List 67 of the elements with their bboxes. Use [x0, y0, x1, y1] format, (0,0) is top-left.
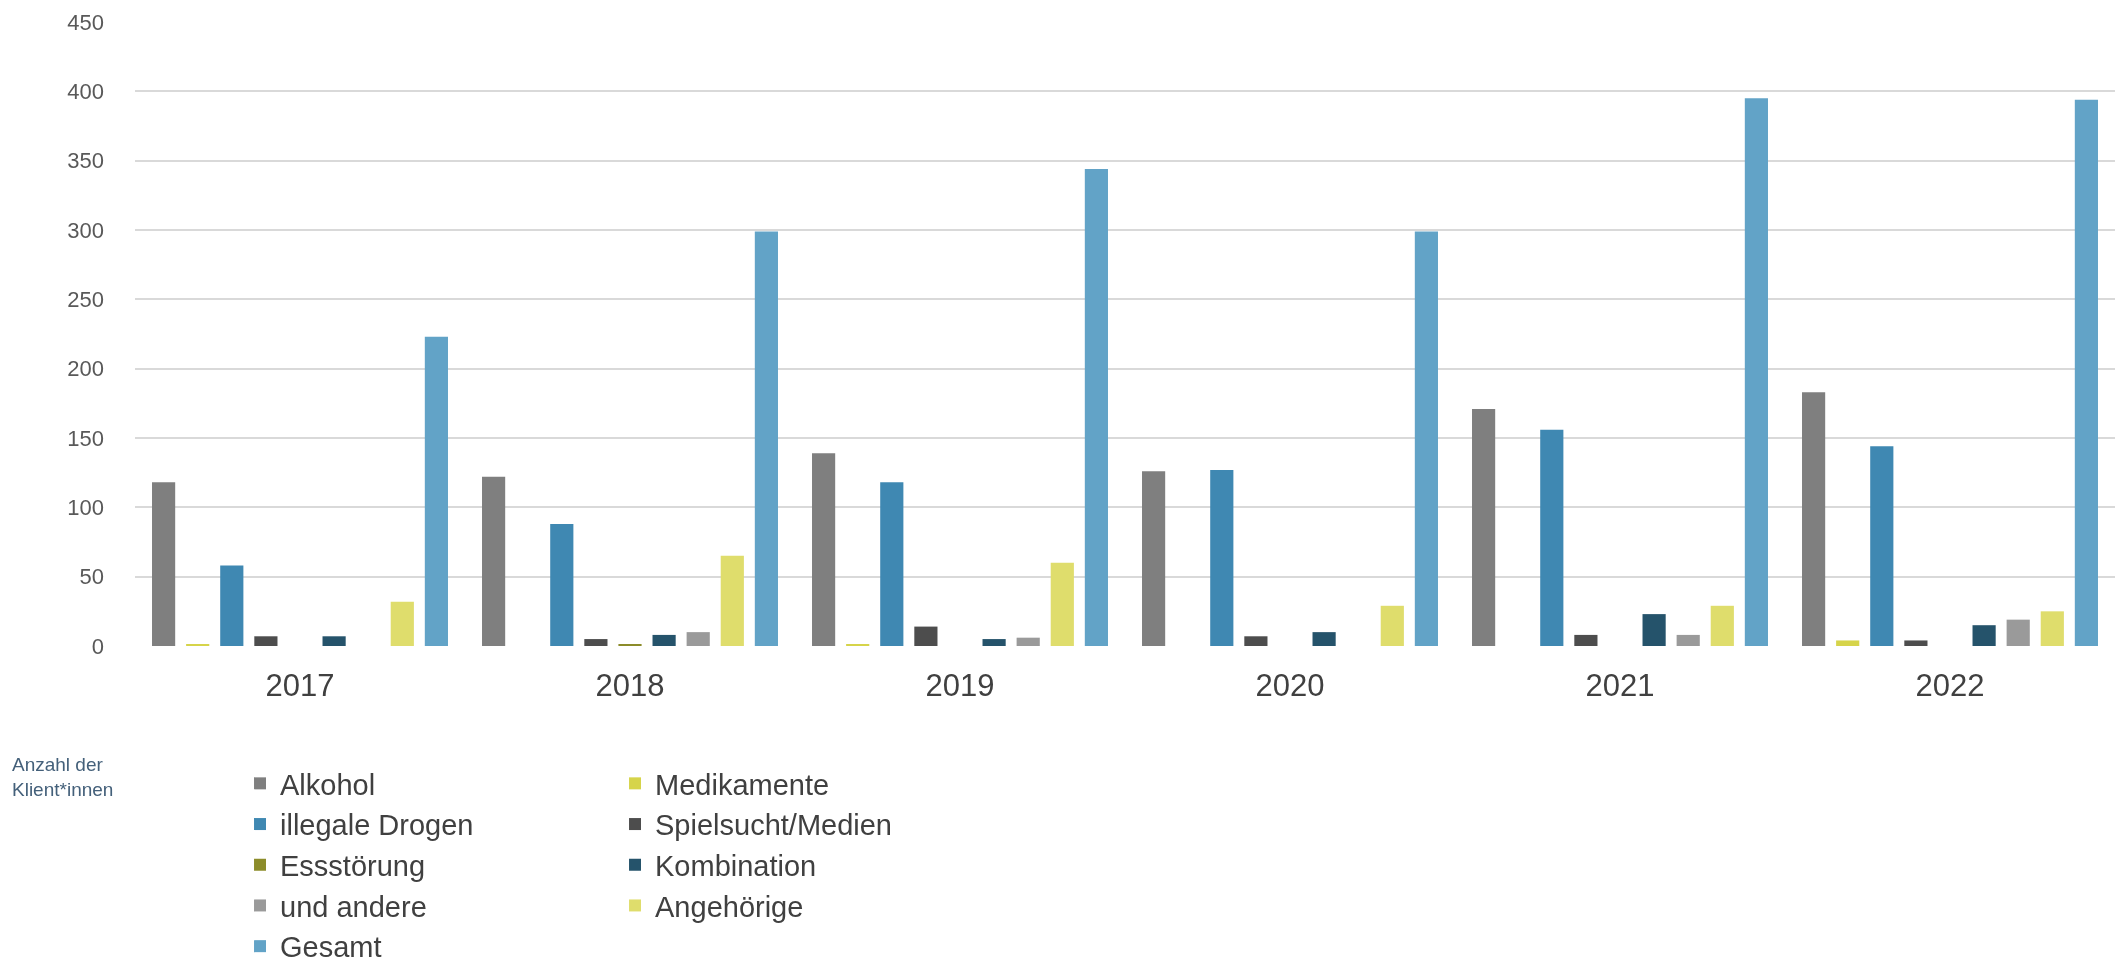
y-tick-label: 400 [67, 79, 104, 105]
legend-label: Gesamt [280, 931, 382, 964]
bar [1380, 605, 1404, 646]
y-tick-label: 200 [67, 356, 104, 382]
bar [686, 632, 710, 646]
bar [152, 482, 176, 646]
bar [1972, 625, 1996, 646]
y-tick-label: 350 [67, 148, 104, 174]
bar [1642, 614, 1666, 646]
legend-label: Kombination [655, 850, 817, 883]
y-tick-label: 250 [67, 287, 104, 313]
bar [550, 523, 574, 646]
bar [390, 601, 414, 646]
bar [1414, 231, 1438, 646]
y-tick-label: 150 [67, 425, 104, 451]
bar [1744, 98, 1768, 646]
legend-label: Angehörige [655, 890, 804, 923]
x-tick-label: 2020 [1255, 668, 1325, 703]
bar [2040, 611, 2064, 646]
bar [482, 476, 506, 646]
bar [1084, 168, 1108, 646]
legend-label: illegale Drogen [280, 809, 474, 842]
y-tick-label: 0 [91, 633, 104, 659]
bar [1870, 446, 1894, 646]
x-tick-label: 2022 [1915, 668, 1985, 703]
legend-label: und andere [280, 890, 427, 923]
bar [914, 626, 938, 646]
bar [1244, 636, 1268, 646]
legend-label: Alkohol [280, 768, 376, 801]
y-tick-label: 450 [67, 9, 104, 35]
bar [1472, 408, 1496, 646]
x-tick-label: 2019 [925, 668, 995, 703]
bar [1210, 469, 1234, 646]
bar [254, 636, 278, 646]
bar [1540, 429, 1564, 646]
bar [982, 639, 1006, 646]
bar [1836, 640, 1860, 646]
bar [1904, 640, 1928, 646]
bar [812, 453, 836, 646]
x-tick-label: 2021 [1585, 668, 1655, 703]
legend-label: Essstörung [280, 850, 426, 883]
y-tick-label: 50 [79, 564, 104, 590]
bar [220, 565, 244, 646]
bar [1710, 605, 1734, 646]
x-tick-label: 2018 [595, 668, 665, 703]
bar [880, 482, 904, 646]
bar [1142, 471, 1166, 646]
bar [1016, 637, 1040, 646]
bar [1802, 392, 1826, 646]
bar [652, 634, 676, 646]
x-tick-label: 2017 [265, 668, 335, 703]
bar [2074, 99, 2098, 646]
legend-label: Spielsucht/Medien [655, 809, 893, 842]
bar [584, 639, 608, 646]
bar [754, 231, 778, 646]
bar [1312, 632, 1336, 646]
bar [1050, 562, 1074, 646]
bar [1574, 634, 1598, 646]
legend-label: Medikamente [655, 768, 830, 801]
bar [424, 336, 448, 646]
y-tick-label: 100 [67, 495, 104, 521]
bar [720, 555, 744, 646]
text: Anzahl der Klient*innen [12, 754, 114, 800]
y-tick-label: 300 [67, 217, 104, 243]
bar [2006, 619, 2030, 646]
bar [1676, 634, 1700, 646]
bar [322, 636, 346, 646]
